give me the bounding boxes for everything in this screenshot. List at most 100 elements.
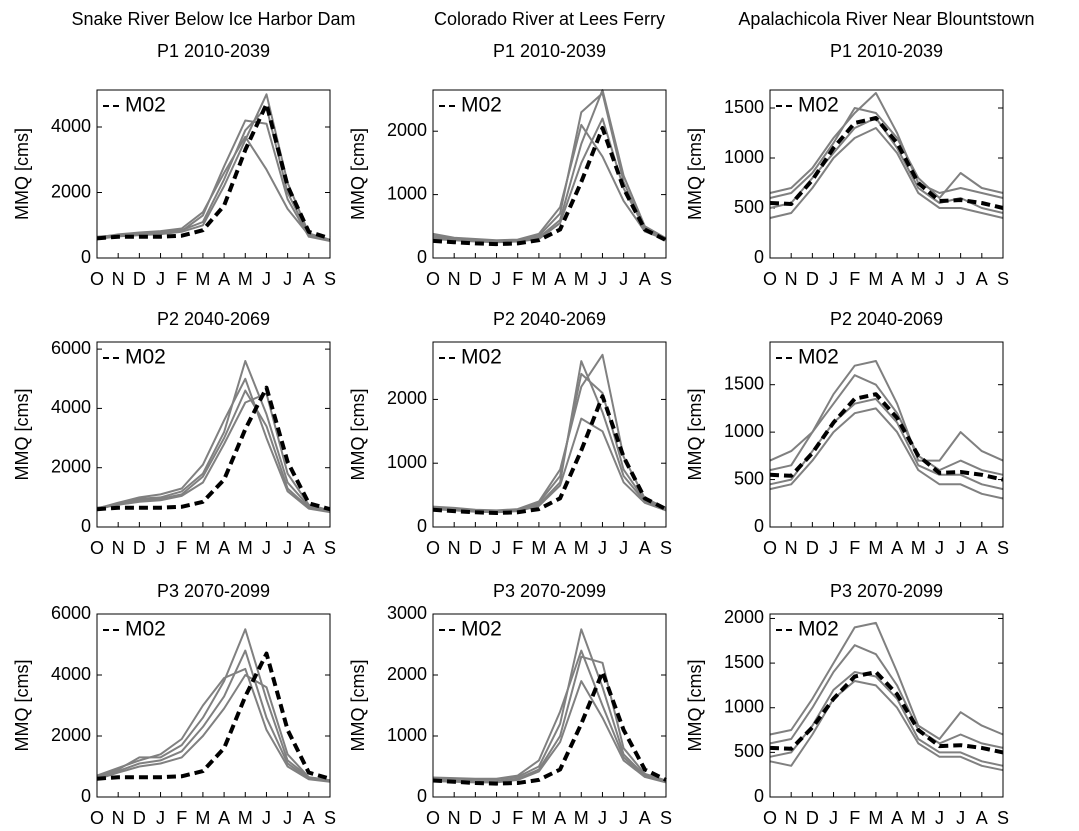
axes-box	[96, 341, 331, 528]
x-tick-label: O	[426, 808, 440, 828]
ensemble-line	[432, 655, 667, 783]
ensemble-line	[96, 628, 331, 782]
y-tick-label: 1000	[387, 183, 427, 203]
x-tick-label: J	[283, 538, 292, 558]
x-tick-label: A	[976, 808, 988, 828]
x-tick-label: J	[619, 269, 628, 289]
x-tick-label: A	[639, 808, 651, 828]
y-tick-label: 0	[417, 786, 427, 806]
x-tick-label: S	[660, 538, 672, 558]
y-tick-label: 1000	[724, 147, 764, 167]
x-tick-label: N	[112, 808, 125, 828]
x-tick-label: J	[829, 808, 838, 828]
ensemble-line	[96, 667, 331, 783]
x-tick-label: N	[785, 538, 798, 558]
x-tick-label: J	[262, 538, 271, 558]
y-tick-label: 4000	[51, 116, 91, 136]
y-axis-label: MMQ [cms]	[12, 389, 32, 481]
y-tick-label: 1000	[387, 452, 427, 472]
y-tick-label: 1000	[724, 696, 764, 716]
legend-label: M02	[125, 618, 166, 641]
x-tick-label: A	[303, 269, 315, 289]
x-tick-label: F	[176, 538, 187, 558]
y-tick-label: 2000	[387, 388, 427, 408]
x-tick-label: J	[619, 538, 628, 558]
x-tick-label: M	[574, 538, 589, 558]
x-tick-label: J	[829, 269, 838, 289]
legend-label: M02	[461, 346, 502, 369]
x-tick-label: J	[156, 269, 165, 289]
y-axis-label: MMQ [cms]	[348, 128, 368, 220]
panel-title: P2 2040-2069	[493, 309, 606, 329]
y-tick-label: 500	[734, 741, 764, 761]
y-tick-label: 2000	[387, 120, 427, 140]
x-tick-label: S	[660, 269, 672, 289]
x-tick-label: F	[512, 538, 523, 558]
x-tick-label: M	[531, 538, 546, 558]
x-tick-label: M	[911, 808, 926, 828]
x-tick-label: J	[829, 538, 838, 558]
x-tick-label: J	[598, 538, 607, 558]
column-title: Snake River Below Ice Harbor Dam	[71, 9, 355, 29]
x-tick-label: D	[806, 538, 819, 558]
x-tick-label: M	[911, 269, 926, 289]
x-tick-label: F	[849, 808, 860, 828]
ensemble-line	[769, 621, 1004, 740]
reference-line	[96, 102, 331, 241]
x-tick-label: O	[426, 538, 440, 558]
y-tick-label: 1000	[387, 725, 427, 745]
ensemble-line	[432, 360, 667, 513]
x-tick-label: N	[785, 808, 798, 828]
x-tick-label: J	[598, 808, 607, 828]
x-tick-label: J	[283, 808, 292, 828]
x-tick-label: F	[176, 269, 187, 289]
x-tick-label: A	[554, 808, 566, 828]
ensemble-line	[96, 360, 331, 512]
y-tick-label: 2000	[51, 725, 91, 745]
x-tick-label: M	[868, 538, 883, 558]
x-tick-label: A	[554, 538, 566, 558]
ensemble-line	[769, 644, 1004, 749]
x-tick-label: J	[156, 808, 165, 828]
legend-label: M02	[798, 618, 839, 641]
y-axis-label: MMQ [cms]	[348, 660, 368, 752]
reference-line	[769, 392, 1004, 482]
axes-box	[96, 89, 331, 259]
x-tick-label: M	[238, 269, 253, 289]
x-tick-label: J	[262, 269, 271, 289]
x-tick-label: M	[868, 269, 883, 289]
x-tick-label: A	[303, 538, 315, 558]
axes-box	[432, 341, 667, 528]
x-tick-label: D	[133, 538, 146, 558]
x-tick-label: N	[448, 808, 461, 828]
x-tick-label: M	[531, 269, 546, 289]
column-title: Apalachicola River Near Blountstown	[738, 9, 1034, 29]
ensemble-line	[96, 674, 331, 782]
x-tick-label: J	[262, 808, 271, 828]
x-tick-label: S	[660, 808, 672, 828]
y-tick-label: 6000	[51, 338, 91, 358]
x-tick-label: F	[849, 269, 860, 289]
panel-title: P1 2010-2039	[157, 41, 270, 61]
x-tick-label: D	[133, 269, 146, 289]
x-tick-label: A	[976, 538, 988, 558]
y-tick-label: 6000	[51, 603, 91, 623]
x-tick-label: J	[156, 538, 165, 558]
x-tick-label: M	[195, 808, 210, 828]
panel-title: P3 2070-2099	[830, 581, 943, 601]
x-tick-label: J	[935, 269, 944, 289]
y-tick-label: 2000	[724, 607, 764, 627]
legend-label: M02	[798, 346, 839, 369]
x-tick-label: S	[324, 269, 336, 289]
x-tick-label: J	[492, 269, 501, 289]
y-tick-label: 1500	[724, 373, 764, 393]
x-tick-label: J	[956, 269, 965, 289]
y-tick-label: 0	[81, 786, 91, 806]
y-tick-label: 500	[734, 197, 764, 217]
axes-box	[432, 89, 667, 259]
x-tick-label: S	[324, 538, 336, 558]
x-tick-label: S	[997, 269, 1009, 289]
x-tick-label: A	[639, 269, 651, 289]
reference-line	[432, 394, 667, 515]
y-axis-label: MMQ [cms]	[12, 128, 32, 220]
